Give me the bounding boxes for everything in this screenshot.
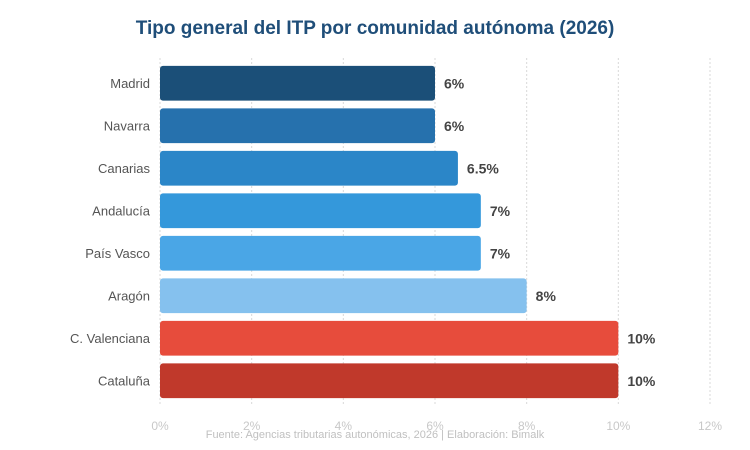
- category-label: Madrid: [110, 76, 150, 91]
- bar: [160, 363, 619, 399]
- value-label: 6.5%: [467, 160, 499, 176]
- value-label: 7%: [490, 245, 511, 261]
- bars: [160, 65, 619, 399]
- category-label: Andalucía: [92, 203, 151, 218]
- category-label: C. Valenciana: [70, 331, 151, 346]
- chart-title: Tipo general del ITP por comunidad autón…: [135, 18, 615, 39]
- x-tick-label: 4%: [335, 419, 353, 433]
- category-label: País Vasco: [85, 246, 150, 261]
- bar: [160, 320, 619, 356]
- bar: [160, 193, 481, 229]
- category-label: Cataluña: [98, 373, 151, 388]
- value-labels: 6% 6% 6.5% 7% 7% 8% 10% 10%: [444, 75, 656, 389]
- value-label: 6%: [444, 118, 465, 134]
- bar: [160, 235, 481, 271]
- x-tick-label: 6%: [426, 419, 444, 433]
- x-tick-label: 0%: [151, 419, 169, 433]
- category-label: Aragón: [108, 288, 150, 303]
- bar: [160, 65, 435, 101]
- x-tick-label: 8%: [518, 419, 536, 433]
- source-note: Fuente: Agencias tributarias autonómicas…: [205, 429, 545, 441]
- x-tick-labels: 0% 2% 4% 6% 8% 10% 12%: [151, 419, 722, 433]
- value-label: 8%: [536, 288, 557, 304]
- category-label: Navarra: [104, 118, 151, 133]
- value-label: 10%: [627, 330, 656, 346]
- bar: [160, 108, 435, 144]
- category-label: Canarias: [98, 161, 151, 176]
- x-tick-label: 10%: [606, 419, 630, 433]
- x-tick-label: 2%: [243, 419, 261, 433]
- bar: [160, 278, 527, 314]
- value-label: 6%: [444, 75, 465, 91]
- x-tick-label: 12%: [698, 419, 722, 433]
- value-label: 10%: [627, 373, 656, 389]
- value-label: 7%: [490, 203, 511, 219]
- bar: [160, 150, 458, 186]
- category-labels: Madrid Navarra Canarias Andalucía País Vasco…: [70, 76, 151, 389]
